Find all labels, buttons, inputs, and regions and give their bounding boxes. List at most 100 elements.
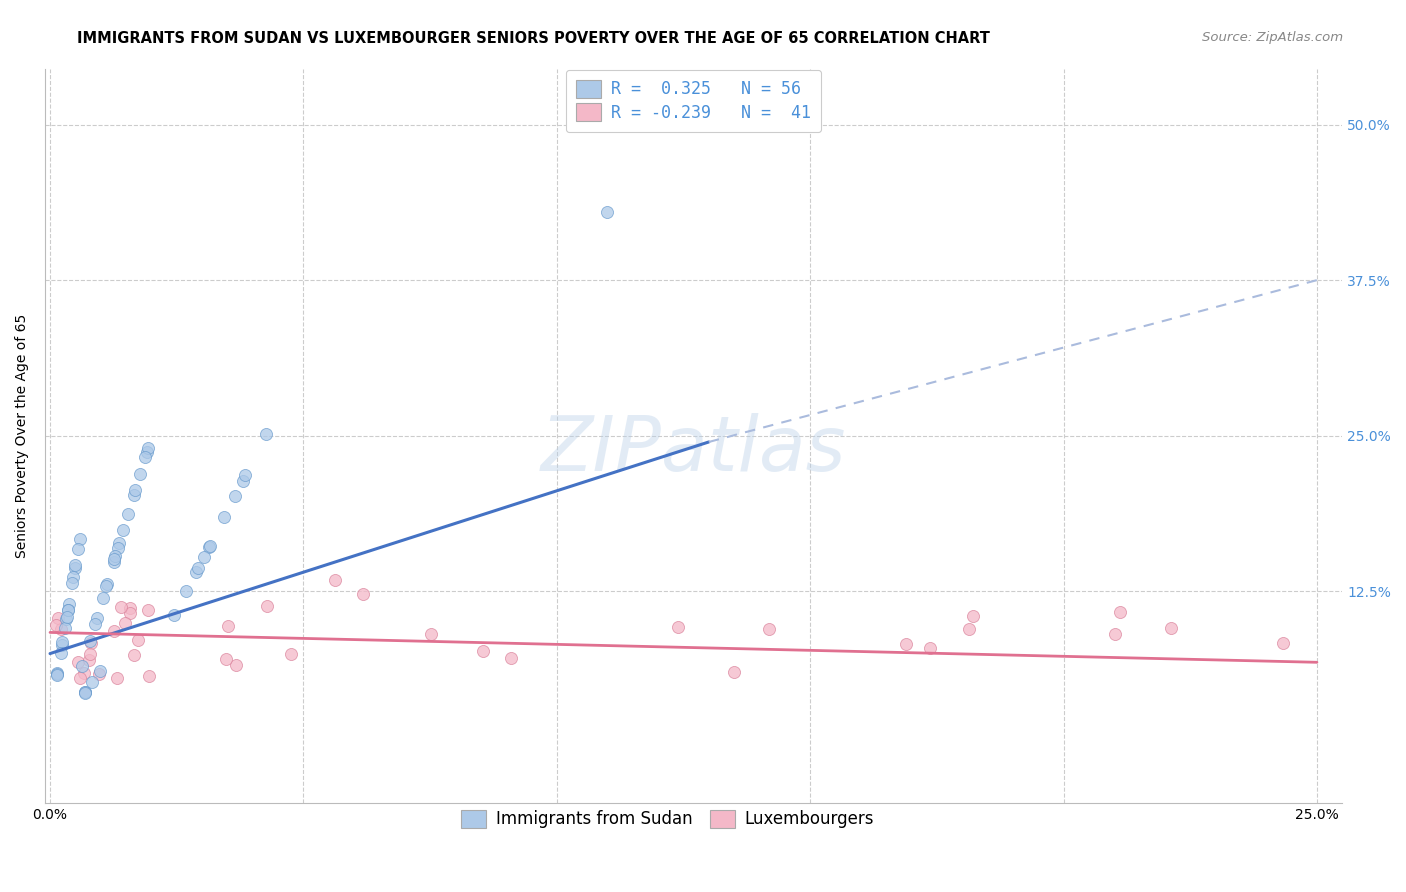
Point (56, 603, 79, 617)
Point (45, 667, 67, 681)
Point (127, 633, 149, 648)
Point (73, 686, 96, 700)
Point (91, 591, 114, 605)
Point (51, 638, 73, 652)
Point (187, 560, 209, 574)
Point (225, 658, 247, 673)
Point (280, 648, 302, 662)
Point (1109, 605, 1132, 619)
Point (103, 552, 125, 566)
Point (73, 665, 96, 680)
Point (96, 579, 118, 593)
Text: ZIPatlas: ZIPatlas (541, 413, 846, 487)
Point (163, 607, 186, 622)
Point (472, 643, 495, 657)
Point (110, 600, 132, 615)
Point (56, 603, 79, 617)
Point (63, 561, 86, 575)
Point (501, 651, 523, 665)
Point (108, 535, 131, 549)
Point (55, 610, 77, 624)
Point (323, 574, 346, 588)
Point (118, 606, 141, 620)
Point (75, 685, 97, 699)
Point (53, 621, 76, 635)
Point (86, 611, 108, 625)
Point (79, 647, 101, 661)
Point (198, 539, 221, 553)
Point (79, 633, 101, 648)
Point (723, 665, 745, 680)
Point (666, 620, 689, 634)
Point (49, 646, 72, 660)
Point (45, 668, 67, 682)
Point (957, 622, 980, 636)
Point (254, 427, 277, 442)
Point (70, 659, 93, 673)
Point (212, 510, 235, 524)
Point (962, 608, 984, 623)
Point (69, 672, 91, 686)
Point (1104, 627, 1126, 641)
Point (134, 450, 156, 465)
Point (69, 532, 91, 546)
Point (105, 671, 128, 685)
Point (1272, 636, 1295, 650)
Point (352, 587, 374, 601)
Point (89, 665, 111, 679)
Point (82, 675, 104, 690)
Point (96, 577, 118, 591)
Point (256, 599, 278, 613)
Point (66, 655, 89, 669)
Point (46, 666, 69, 681)
Point (1160, 621, 1182, 635)
Point (184, 565, 207, 579)
Point (215, 651, 238, 665)
Point (122, 488, 145, 502)
Point (114, 615, 136, 630)
Point (124, 483, 146, 498)
Point (51, 634, 73, 648)
Point (136, 441, 159, 455)
Point (107, 541, 129, 556)
Point (62, 569, 84, 583)
Point (419, 627, 441, 641)
Point (75, 685, 97, 699)
Text: Source: ZipAtlas.com: Source: ZipAtlas.com (1202, 31, 1343, 45)
Point (80, 635, 103, 649)
Point (65, 558, 87, 572)
Point (87, 666, 110, 681)
Point (77, 653, 100, 667)
Point (112, 523, 135, 537)
Point (894, 637, 917, 651)
Point (136, 603, 159, 617)
Point (197, 540, 219, 554)
Point (67, 541, 90, 556)
Point (138, 669, 160, 683)
Text: IMMIGRANTS FROM SUDAN VS LUXEMBOURGER SENIORS POVERTY OVER THE AGE OF 65 CORRELA: IMMIGRANTS FROM SUDAN VS LUXEMBOURGER SE… (77, 31, 990, 46)
Point (224, 489, 246, 503)
Point (84, 616, 107, 631)
Point (103, 624, 125, 639)
Point (45, 618, 67, 632)
Point (117, 507, 139, 521)
Point (758, 623, 780, 637)
Point (55, 612, 77, 626)
Y-axis label: Seniors Poverty Over the Age of 65: Seniors Poverty Over the Age of 65 (15, 314, 30, 558)
Point (124, 648, 146, 662)
Point (920, 640, 942, 655)
Point (104, 549, 127, 564)
Point (49, 623, 72, 637)
Legend: Immigrants from Sudan, Luxembourgers: Immigrants from Sudan, Luxembourgers (454, 803, 880, 835)
Point (48, 611, 70, 625)
Point (128, 467, 150, 481)
Point (103, 555, 125, 569)
Point (193, 549, 215, 564)
Point (231, 474, 253, 488)
Point (58, 597, 80, 611)
Point (176, 584, 198, 599)
Point (118, 600, 141, 615)
Point (135, 445, 157, 459)
Point (233, 468, 256, 483)
Point (596, 204, 619, 219)
